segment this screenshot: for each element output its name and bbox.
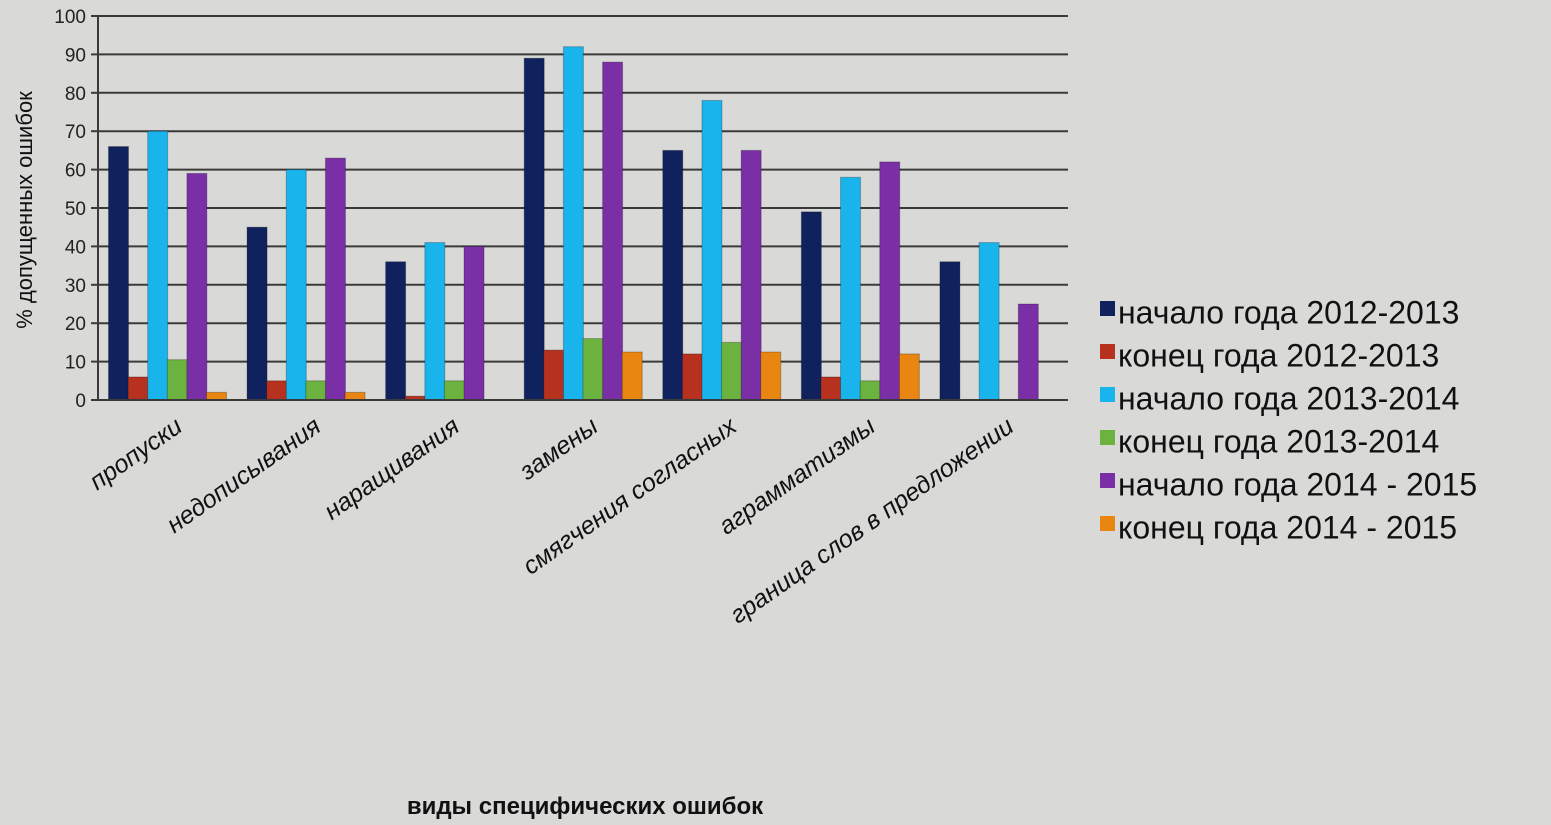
bar: [582, 338, 604, 401]
bar: [305, 380, 327, 401]
bar: [166, 359, 188, 401]
legend-label: конец года 2013-2014: [1118, 423, 1439, 459]
y-axis-title: % допущенных ошибок: [12, 91, 37, 329]
bar: [562, 46, 584, 401]
bar: [602, 61, 624, 401]
y-axis-ticks: 0 10 20 30 40 50 60 70 80 90 100: [54, 7, 98, 412]
axes: [97, 16, 1068, 401]
bar: [107, 146, 129, 401]
legend-label: начало года 2012-2013: [1118, 294, 1459, 330]
bar: [879, 161, 901, 401]
legend-swatch: [1100, 344, 1115, 359]
bar: [523, 57, 545, 401]
bar: [859, 380, 881, 401]
bar: [424, 242, 446, 401]
legend-swatch: [1100, 430, 1115, 445]
legend-swatch: [1100, 473, 1115, 488]
bar: [147, 130, 169, 401]
x-category-label: наращивания: [319, 412, 465, 526]
y-tick-label: 90: [65, 45, 86, 66]
y-tick-label: 100: [54, 7, 86, 28]
bar: [898, 353, 920, 401]
bar: [701, 99, 723, 401]
bar: [344, 391, 366, 401]
legend: начало года 2012-2013 конец года 2012-201…: [1100, 294, 1477, 545]
bar: [840, 176, 862, 401]
y-tick-label: 40: [65, 237, 86, 258]
y-tick-label: 30: [65, 276, 86, 297]
bar: [324, 157, 346, 401]
legend-swatch: [1100, 387, 1115, 402]
x-category-label: замены: [514, 412, 603, 486]
bar: [740, 149, 762, 401]
bar: [760, 351, 782, 401]
bar: [186, 172, 208, 401]
y-tick-label: 50: [65, 199, 86, 220]
y-tick-label: 0: [75, 391, 86, 412]
bar: [721, 341, 743, 401]
bar: [1017, 303, 1039, 401]
bar: [621, 351, 643, 401]
bar: [800, 211, 822, 401]
bar: [443, 380, 465, 401]
bar: [662, 149, 684, 401]
bar: [939, 261, 961, 401]
bar: [978, 242, 1000, 401]
bar: [205, 391, 227, 401]
legend-label: конец года 2014 - 2015: [1118, 509, 1457, 545]
bar: [463, 245, 485, 401]
bars: [107, 46, 1039, 401]
y-tick-label: 60: [65, 161, 86, 182]
legend-label: начало года 2014 - 2015: [1118, 466, 1477, 502]
y-tick-label: 20: [65, 314, 86, 335]
legend-label: начало года 2013-2014: [1118, 380, 1459, 416]
legend-swatch: [1100, 516, 1115, 531]
bar: [246, 226, 268, 401]
x-category-label: недописывания: [162, 412, 326, 539]
bar: [543, 349, 565, 401]
y-tick-label: 70: [65, 122, 86, 143]
bar: [820, 376, 842, 401]
x-category-label: пропуски: [84, 412, 187, 496]
y-tick-label: 10: [65, 353, 86, 374]
legend-label: конец года 2012-2013: [1118, 337, 1439, 373]
legend-swatch: [1100, 301, 1115, 316]
bar: [127, 376, 149, 401]
bar: [385, 261, 407, 401]
x-category-label: граница слов в предложении: [725, 412, 1019, 629]
y-tick-label: 80: [65, 84, 86, 105]
bar: [285, 169, 307, 401]
bar: [266, 380, 288, 401]
x-axis-title: виды специфических ошибок: [407, 793, 764, 820]
bar: [681, 353, 703, 401]
